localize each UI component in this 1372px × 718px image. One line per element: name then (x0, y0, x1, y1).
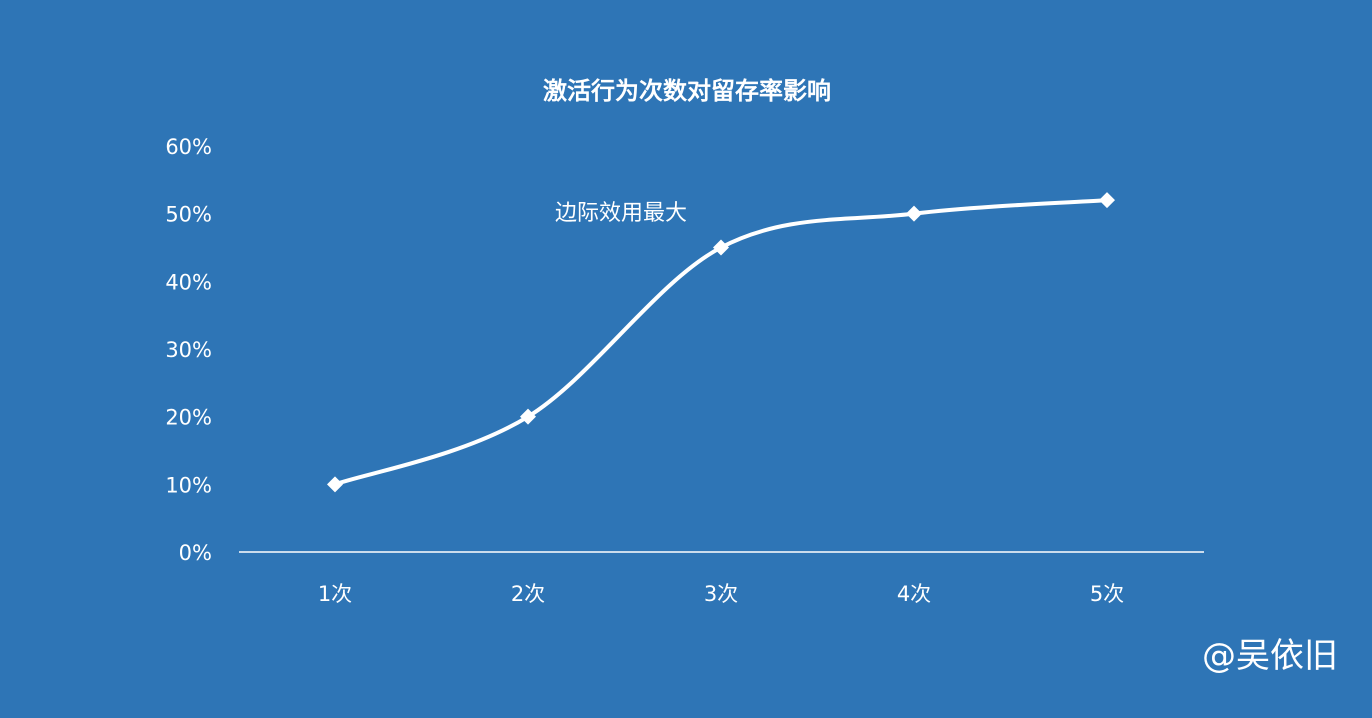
x-tick-label: 1次 (318, 582, 352, 606)
x-axis: 1次 2次 3次 4次 5次 (318, 582, 1124, 606)
annotation: 边际效用最大 (555, 201, 687, 226)
y-axis: 0% 10% 20% 30% 40% 50% 60% (165, 135, 212, 565)
y-tick-label: 50% (165, 203, 212, 227)
y-tick-label: 10% (165, 473, 212, 497)
x-tick-label: 4次 (897, 582, 931, 606)
data-point-marker (713, 239, 729, 256)
y-tick-label: 30% (165, 338, 212, 362)
markers (327, 192, 1115, 493)
data-point-marker (520, 408, 536, 425)
chart-title: 激活行为次数对留存率影响 (543, 77, 831, 105)
data-point-marker (1099, 192, 1115, 209)
x-tick-label: 3次 (704, 582, 738, 606)
data-point-marker (906, 205, 922, 222)
x-tick-label: 5次 (1090, 582, 1124, 606)
data-point-marker (327, 476, 343, 493)
series-line (334, 198, 1108, 487)
y-tick-label: 20% (165, 406, 212, 430)
y-tick-label: 40% (165, 270, 212, 294)
y-tick-label: 60% (165, 135, 212, 159)
y-tick-label: 0% (179, 541, 212, 565)
x-tick-label: 2次 (511, 582, 545, 606)
watermark: @吴依旧 (1202, 636, 1338, 676)
